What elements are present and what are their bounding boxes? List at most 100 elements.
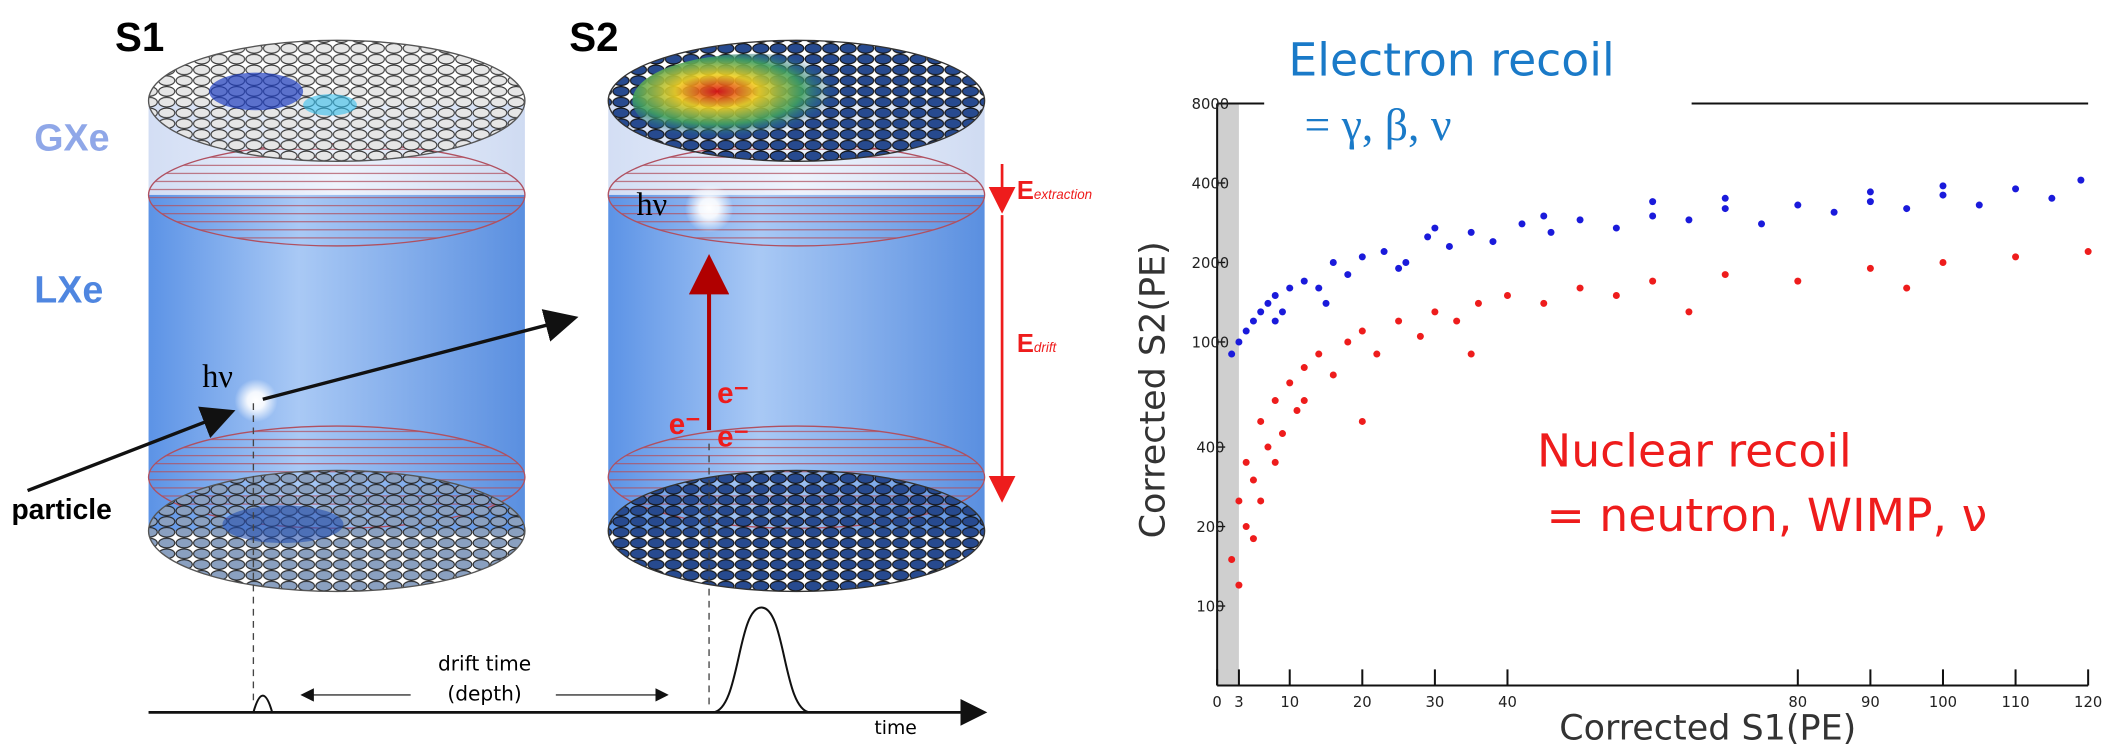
point: [1271, 397, 1279, 405]
point: [1866, 198, 1874, 206]
s2-pulse: [712, 606, 811, 714]
x-tick-label: 110: [2001, 694, 2029, 711]
point: [1431, 224, 1439, 232]
point: [1721, 194, 1729, 202]
point: [1453, 317, 1461, 325]
label: E: [1017, 177, 1034, 205]
y-tick-label: 400: [1196, 439, 1224, 456]
point: [1794, 201, 1802, 209]
x-tick-label: 3: [1234, 694, 1243, 711]
point: [1358, 417, 1366, 425]
point: [1300, 397, 1308, 405]
x-tick-label: 10: [1280, 694, 1299, 711]
label: (depth): [447, 681, 521, 705]
point: [2077, 176, 2085, 184]
point: [1794, 277, 1802, 285]
detector-s1: [147, 39, 526, 593]
point: [1242, 458, 1250, 466]
point: [1685, 308, 1693, 316]
label: drift time: [438, 652, 531, 676]
point: [1649, 198, 1657, 206]
label: particle: [11, 493, 111, 525]
point: [1286, 379, 1294, 387]
legend-entry: Electron recoil: [1288, 33, 1614, 86]
point: [1380, 248, 1388, 256]
point: [1264, 443, 1272, 451]
point: [1685, 216, 1693, 224]
point: [1445, 242, 1453, 250]
point: [1576, 284, 1584, 292]
point: [1293, 407, 1301, 415]
x-tick-label: 20: [1353, 694, 1372, 711]
point: [1503, 291, 1511, 299]
point: [1467, 228, 1475, 236]
point: [1612, 224, 1620, 232]
s1-pulse: [252, 694, 274, 713]
point: [1271, 317, 1279, 325]
point: [1424, 233, 1432, 241]
point: [1866, 188, 1874, 196]
point: [1540, 299, 1548, 307]
label: Edrift: [1017, 330, 1058, 358]
point: [2012, 185, 2020, 193]
point: [1939, 258, 1947, 266]
point: [2012, 253, 2020, 261]
x-axis-label: Corrected S1(PE): [1559, 708, 1856, 746]
point: [1416, 332, 1424, 340]
label: e⁻: [717, 377, 749, 410]
label: extraction: [1034, 187, 1092, 202]
scatter-plot: 100 200 400 1000 2000 4000 8000 0 3 10 20 30 40 80 90 1…: [1192, 96, 2103, 711]
point: [1278, 430, 1286, 438]
point: [1271, 291, 1279, 299]
point: [1228, 350, 1236, 358]
point: [1721, 271, 1729, 279]
point: [1975, 201, 1983, 209]
point: [1257, 308, 1265, 316]
label: GXe: [34, 117, 109, 159]
label: hν: [202, 358, 233, 394]
point: [1300, 364, 1308, 372]
point: [1257, 497, 1265, 505]
point: [1830, 208, 1838, 216]
point: [1576, 216, 1584, 224]
point: [1540, 212, 1548, 220]
label: S1: [115, 14, 164, 60]
y-tick-label: 1000: [1192, 334, 1230, 351]
point: [1315, 284, 1323, 292]
point: [1235, 338, 1243, 346]
point: [1373, 350, 1381, 358]
label: e⁻: [669, 408, 701, 441]
point: [1242, 523, 1250, 531]
point: [1329, 371, 1337, 379]
point: [1228, 556, 1236, 564]
point: [1649, 277, 1657, 285]
point: [1489, 238, 1497, 246]
y-tick-label: 4000: [1192, 175, 1230, 192]
label: e⁻: [717, 420, 749, 453]
point: [1257, 417, 1265, 425]
point: [1235, 581, 1243, 589]
x-tick-label: 0: [1212, 694, 1221, 711]
point: [1395, 264, 1403, 272]
point: [1649, 212, 1657, 220]
y-tick-label: 2000: [1192, 255, 1230, 272]
point: [1431, 308, 1439, 316]
point: [1939, 191, 1947, 199]
x-tick-label: 40: [1498, 694, 1517, 711]
label: Eextraction: [1017, 177, 1092, 205]
x-tick-label: 100: [1929, 694, 1957, 711]
x-tick-label: 30: [1425, 694, 1444, 711]
label: hν: [636, 186, 667, 222]
x-tick-label: 80: [1788, 694, 1807, 711]
point: [1903, 205, 1911, 213]
y-tick-label: 200: [1196, 519, 1224, 536]
label: LXe: [34, 268, 103, 310]
label: drift: [1034, 340, 1058, 355]
detector-s2: [607, 39, 986, 593]
label: E: [1017, 330, 1034, 358]
title-backdrop: [1264, 88, 1692, 119]
point: [1344, 271, 1352, 279]
label: time: [874, 718, 916, 739]
